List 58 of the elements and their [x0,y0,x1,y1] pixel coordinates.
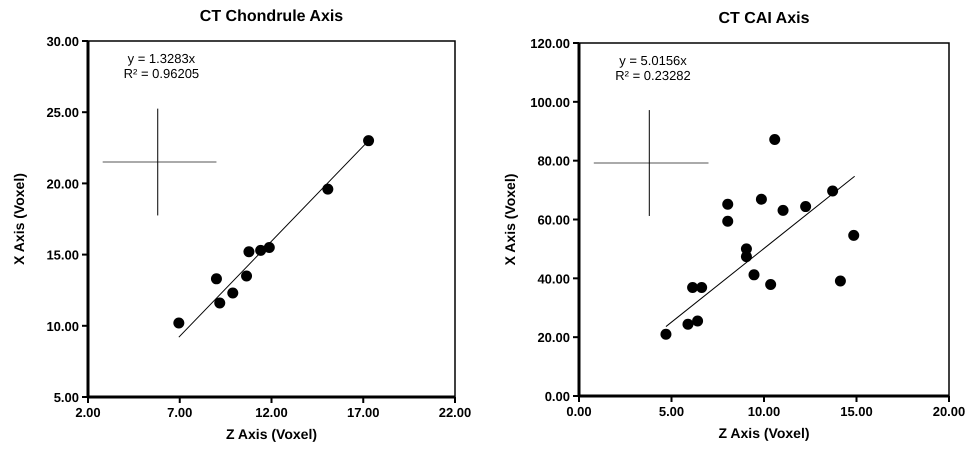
point [214,298,226,309]
y-tick-label: 10.00 [46,318,79,334]
point [173,317,184,328]
y-tick-label: 0.00 [544,389,570,404]
x-tick-label: 15.00 [840,404,873,419]
point [692,315,704,326]
y-tick-label: 30.00 [46,34,79,49]
y-tick-label: 20.00 [537,330,570,346]
x-tick-label: 22.00 [438,405,472,420]
y-axis-title: X Axis (Voxel) [502,174,518,266]
point [241,270,252,282]
point [243,246,254,258]
x-tick-label: 17.00 [346,405,380,420]
y-axis-title: X Axis (Voxel) [11,173,27,265]
x-axis-title: Z Axis (Voxel) [718,425,810,441]
y-tick-label: 5.00 [54,390,79,405]
point [748,269,760,280]
point [363,135,374,146]
point [227,288,238,299]
point [322,184,334,195]
annotation: R² = 0.23282 [615,68,691,83]
y-tick-label: 25.00 [46,105,79,120]
point [210,273,222,284]
point [740,251,752,262]
y-tick-label: 100.00 [530,94,570,110]
point [834,275,846,286]
annotation: y = 1.3283x [128,51,196,66]
y-tick-label: 15.00 [46,248,79,263]
x-tick-label: 5.00 [658,404,684,419]
chart-title: CT CAI Axis [718,10,810,27]
point [848,230,860,241]
point [682,318,694,330]
x-tick-label: 0.00 [566,404,592,419]
point [660,328,672,340]
y-tick-label: 80.00 [537,154,570,169]
y-tick-label: 20.00 [46,176,79,192]
point [756,194,767,205]
point [722,216,734,227]
point [827,185,838,196]
point [722,198,734,210]
point [800,201,812,212]
annotation: y = 5.0156x [619,53,688,68]
x-tick-label: 7.00 [167,405,192,420]
y-tick-label: 120.00 [530,36,570,51]
point [696,282,708,293]
x-tick-label: 10.00 [748,404,780,419]
x-tick-label: 2.00 [75,405,101,420]
point [687,282,698,293]
point [778,204,789,216]
y-tick-label: 40.00 [537,271,570,286]
x-tick-label: 20.00 [932,404,966,419]
y-tick-label: 60.00 [537,212,570,228]
x-axis-title: Z Axis (Voxel) [226,426,318,442]
point [769,134,780,145]
chart-title: CT Chondrule Axis [200,8,344,25]
annotation: R² = 0.96205 [124,66,200,81]
point [765,279,776,290]
x-tick-label: 12.00 [255,405,288,420]
